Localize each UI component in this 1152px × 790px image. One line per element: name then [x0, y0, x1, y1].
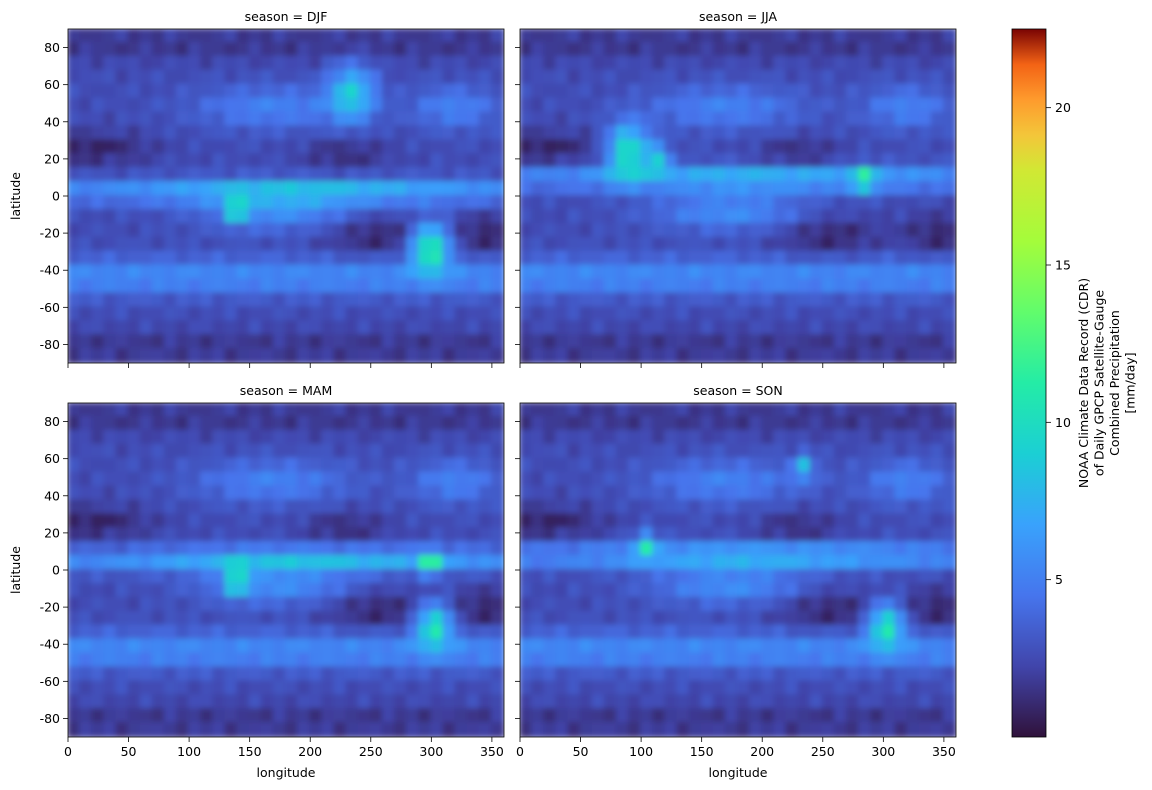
x-tick-label: 300 — [871, 744, 895, 759]
x-tick-label: 350 — [480, 744, 504, 759]
x-tick-label: 300 — [419, 744, 443, 759]
y-tick-label: 80 — [44, 40, 60, 55]
x-tick-label: 200 — [298, 744, 322, 759]
y-tick-label: 0 — [52, 563, 60, 578]
y-tick-label: -80 — [40, 337, 60, 352]
colorbar-gradient — [1011, 28, 1047, 738]
x-tick-label: 100 — [629, 744, 653, 759]
colorbar-label-line: NOAA Climate Data Record (CDR) — [1076, 278, 1091, 488]
colorbar-label-line: [mm/day] — [1123, 352, 1138, 413]
y-tick-label: 60 — [44, 451, 60, 466]
x-tick-label: 0 — [64, 744, 72, 759]
panel-title: season = MAM — [240, 383, 333, 398]
y-axis-label: latitude — [8, 172, 23, 220]
x-tick-label: 50 — [121, 744, 137, 759]
panel-djf: season = DJF -80 -60 -40 -20 0 20 40 60 80 latitud… — [8, 9, 505, 368]
y-tick-label: 20 — [44, 151, 60, 166]
colorbar-tick-label: 5 — [1055, 572, 1063, 587]
colorbar-tick-label: 15 — [1055, 258, 1071, 273]
y-tick-label: 80 — [44, 414, 60, 429]
x-tick-label: 150 — [690, 744, 714, 759]
x-tick-label: 250 — [359, 744, 383, 759]
y-tick-label: 20 — [44, 525, 60, 540]
y-tick-label: -20 — [40, 600, 60, 615]
panel-son: season = SON 0 50 100 150 200 250 300 350 longitu… — [515, 383, 957, 780]
x-tick-label: 50 — [573, 744, 589, 759]
y-tick-label: -40 — [40, 637, 60, 652]
y-tick-label: 0 — [52, 189, 60, 204]
heatmap-son — [520, 403, 956, 737]
y-tick-label: -20 — [40, 226, 60, 241]
x-tick-label: 150 — [238, 744, 262, 759]
x-axis-label: longitude — [257, 765, 316, 780]
panel-title: season = SON — [693, 383, 783, 398]
colorbar-tick-label: 20 — [1055, 100, 1071, 115]
colorbar-tick-label: 10 — [1055, 415, 1071, 430]
x-tick-label: 100 — [177, 744, 201, 759]
y-tick-label: -40 — [40, 263, 60, 278]
y-axis-label: latitude — [8, 546, 23, 594]
y-tick-label: 40 — [44, 114, 60, 129]
panel-title: season = JJA — [699, 9, 778, 24]
y-tick-label: 40 — [44, 488, 60, 503]
y-tick-label: -60 — [40, 300, 60, 315]
panel-jja: season = JJA — [515, 9, 957, 368]
colorbar: 5 10 15 20 NOAA Climate Data Record (CDR) of … — [1011, 28, 1138, 738]
colorbar-label-line: of Daily GPCP Satellite-Gauge — [1092, 290, 1107, 476]
colorbar-label-line: Combined Precipitation — [1107, 310, 1122, 456]
y-tick-label: -80 — [40, 711, 60, 726]
panel-title: season = DJF — [245, 9, 328, 24]
y-tick-label: 60 — [44, 77, 60, 92]
x-axis-label: longitude — [709, 765, 768, 780]
y-tick-label: -60 — [40, 674, 60, 689]
x-tick-label: 200 — [750, 744, 774, 759]
heatmap-jja — [520, 29, 956, 363]
x-tick-label: 250 — [811, 744, 835, 759]
heatmap-djf — [68, 29, 504, 363]
heatmap-mam — [68, 403, 504, 737]
x-tick-label: 0 — [516, 744, 524, 759]
x-tick-label: 350 — [932, 744, 956, 759]
